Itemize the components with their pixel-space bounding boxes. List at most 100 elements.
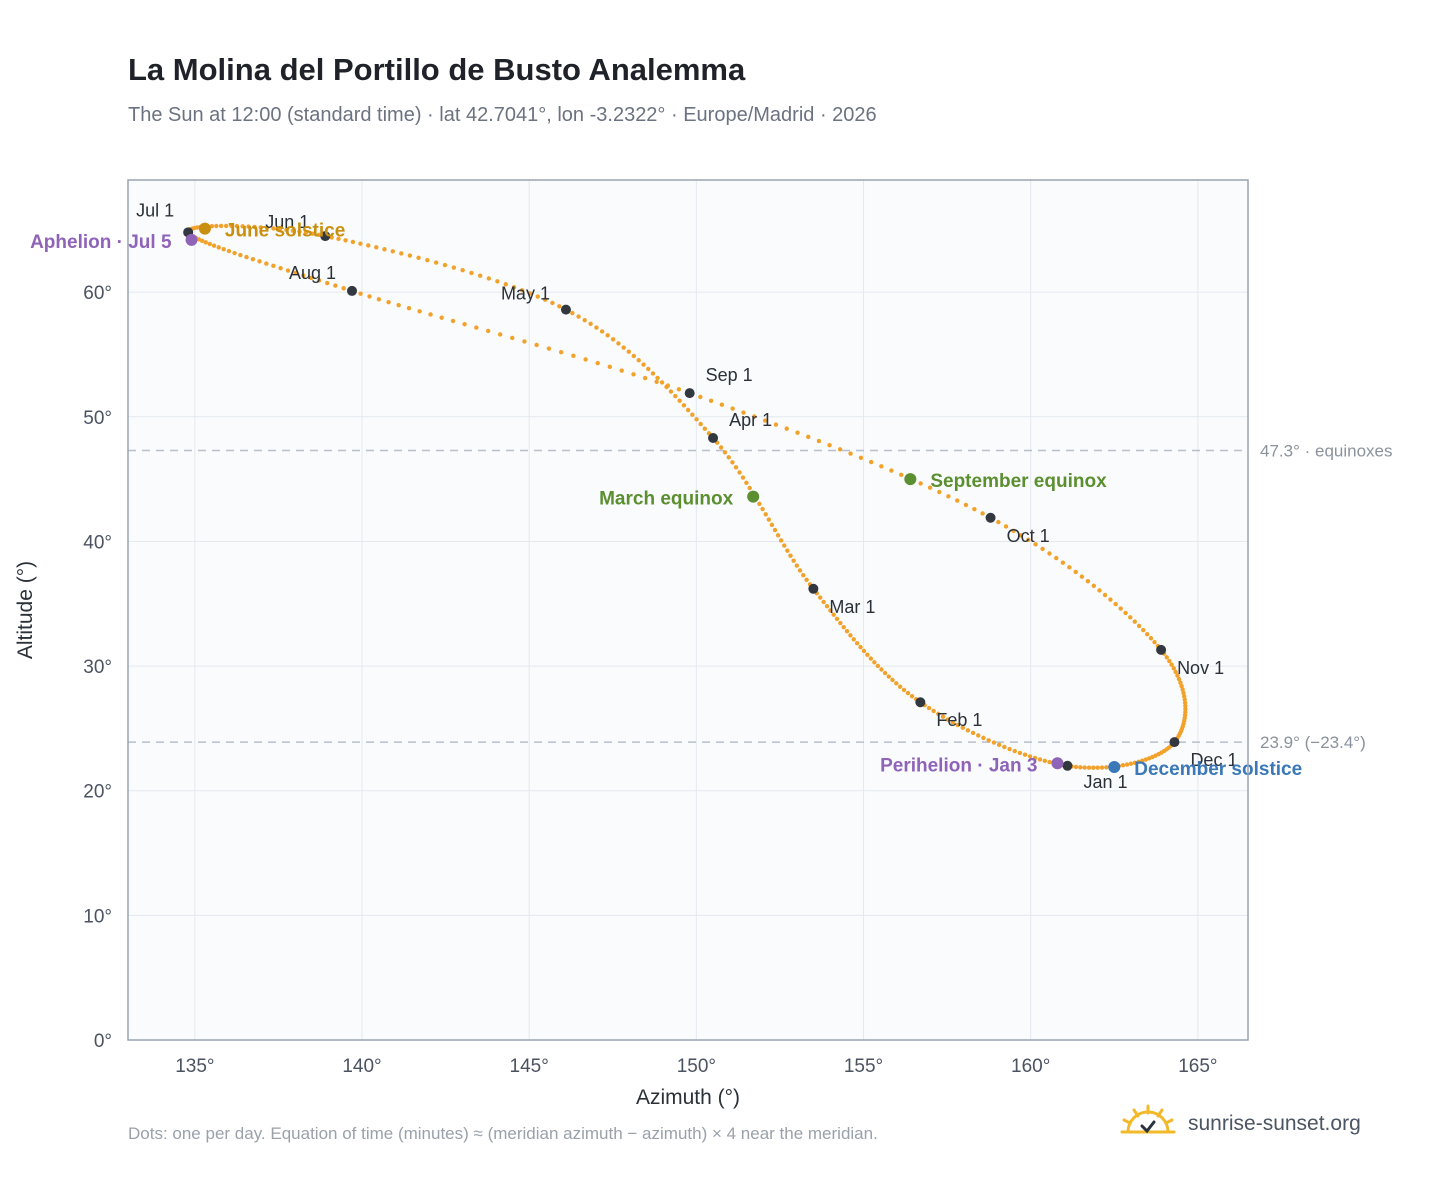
daily-sun-dot bbox=[425, 257, 430, 263]
daily-sun-dot bbox=[981, 735, 986, 741]
daily-sun-dot bbox=[366, 243, 371, 248]
daily-sun-dot bbox=[477, 273, 483, 278]
daily-sun-dot bbox=[599, 329, 605, 334]
daily-sun-dot bbox=[775, 533, 781, 538]
daily-sun-dot bbox=[336, 236, 341, 242]
y-tick-label: 40° bbox=[83, 532, 112, 553]
daily-sun-dot bbox=[927, 485, 933, 490]
daily-sun-dot bbox=[234, 223, 240, 229]
daily-sun-dot bbox=[955, 498, 960, 503]
daily-sun-dot bbox=[1167, 658, 1172, 664]
daily-sun-dot bbox=[719, 402, 725, 407]
chart-title: La Molina del Portillo de Busto Analemma bbox=[128, 52, 746, 87]
daily-sun-dot bbox=[358, 291, 363, 296]
daily-sun-dot bbox=[1047, 551, 1052, 556]
daily-sun-dot bbox=[1097, 588, 1102, 593]
daily-sun-dot bbox=[1183, 703, 1188, 709]
daily-sun-dot bbox=[350, 239, 356, 245]
daily-sun-dot bbox=[676, 387, 682, 392]
month-label: Aug 1 bbox=[289, 263, 336, 283]
daily-sun-dot bbox=[285, 268, 291, 273]
daily-sun-dot bbox=[865, 652, 870, 657]
daily-sun-dot bbox=[681, 403, 687, 408]
daily-sun-dot bbox=[733, 465, 739, 470]
brand[interactable]: sunrise-sunset.org bbox=[1120, 1104, 1361, 1144]
x-tick-label: 150° bbox=[677, 1056, 716, 1077]
daily-sun-dot bbox=[1082, 765, 1087, 770]
daily-sun-dot bbox=[1171, 666, 1176, 671]
daily-sun-dot bbox=[960, 725, 966, 730]
daily-sun-dot bbox=[1078, 765, 1083, 770]
daily-sun-dot bbox=[519, 288, 525, 293]
daily-sun-dot bbox=[806, 434, 811, 440]
month-marker bbox=[1156, 644, 1167, 655]
daily-sun-dot bbox=[605, 333, 610, 338]
event-label: March equinox bbox=[599, 489, 734, 510]
daily-sun-dot bbox=[677, 398, 682, 403]
daily-sun-dot bbox=[546, 346, 552, 351]
daily-sun-dot bbox=[1067, 565, 1072, 570]
daily-sun-dot bbox=[872, 660, 877, 665]
month-marker bbox=[560, 304, 571, 315]
daily-sun-dot bbox=[543, 297, 548, 302]
daily-sun-dot bbox=[636, 358, 641, 363]
x-tick-label: 145° bbox=[510, 1056, 549, 1077]
daily-sun-dot bbox=[607, 364, 612, 370]
daily-sun-dot bbox=[406, 306, 412, 311]
daily-sun-dot bbox=[769, 522, 775, 528]
daily-sun-dot bbox=[214, 223, 219, 229]
daily-sun-dot bbox=[1037, 757, 1043, 762]
daily-sun-dot bbox=[795, 430, 800, 435]
daily-sun-dot bbox=[374, 245, 379, 250]
daily-sun-dot bbox=[642, 375, 648, 381]
daily-sun-dot bbox=[211, 243, 217, 248]
daily-sun-dot bbox=[527, 291, 533, 296]
daily-sun-dot bbox=[310, 231, 315, 236]
daily-sun-dot bbox=[474, 325, 479, 330]
daily-sun-dot bbox=[485, 328, 491, 334]
daily-sun-dot bbox=[905, 690, 911, 696]
daily-sun-dot bbox=[1085, 579, 1091, 584]
event-label: December solstice bbox=[1134, 759, 1302, 780]
daily-sun-dot bbox=[218, 223, 224, 229]
daily-sun-dot bbox=[246, 224, 251, 229]
footnote: Dots: one per day. Equation of time (min… bbox=[128, 1124, 878, 1143]
daily-sun-dot bbox=[416, 255, 421, 261]
daily-sun-dot bbox=[264, 261, 269, 266]
daily-sun-dot bbox=[252, 224, 257, 230]
daily-sun-dot bbox=[1011, 528, 1016, 534]
daily-sun-dot bbox=[804, 577, 809, 582]
daily-sun-dot bbox=[399, 251, 404, 256]
daily-sun-dot bbox=[741, 410, 746, 415]
daily-sun-dot bbox=[844, 629, 850, 634]
daily-sun-dot bbox=[937, 489, 942, 495]
event-marker bbox=[1108, 761, 1121, 774]
daily-sun-dot bbox=[433, 260, 439, 265]
daily-sun-dot bbox=[673, 393, 678, 399]
daily-sun-dot bbox=[945, 717, 951, 722]
daily-sun-dot bbox=[851, 637, 856, 642]
daily-sun-dot bbox=[558, 349, 564, 355]
event-marker bbox=[904, 473, 917, 486]
daily-sun-dot bbox=[407, 253, 413, 258]
daily-sun-dot bbox=[1143, 757, 1148, 762]
daily-sun-dot bbox=[1146, 756, 1152, 761]
daily-sun-dot bbox=[838, 620, 843, 626]
daily-sun-dot bbox=[722, 450, 728, 455]
daily-sun-dot bbox=[226, 248, 232, 254]
daily-sun-dot bbox=[535, 294, 540, 299]
plot-frame bbox=[127, 179, 1249, 1041]
daily-sun-dot bbox=[1128, 615, 1133, 620]
daily-sun-dot bbox=[297, 229, 302, 234]
daily-sun-dot bbox=[1136, 623, 1142, 629]
daily-sun-dot bbox=[1182, 694, 1187, 699]
daily-sun-dot bbox=[240, 224, 245, 229]
event-label: Aphelion · Jul 5 bbox=[30, 232, 172, 253]
daily-sun-dot bbox=[791, 558, 796, 563]
daily-sun-dot bbox=[976, 733, 981, 738]
x-tick-label: 155° bbox=[844, 1056, 883, 1077]
daily-sun-dot bbox=[1002, 744, 1007, 750]
daily-sun-dot bbox=[841, 624, 846, 630]
event-label: Perihelion · Jan 3 bbox=[880, 755, 1037, 776]
daily-sun-dot bbox=[991, 740, 997, 745]
